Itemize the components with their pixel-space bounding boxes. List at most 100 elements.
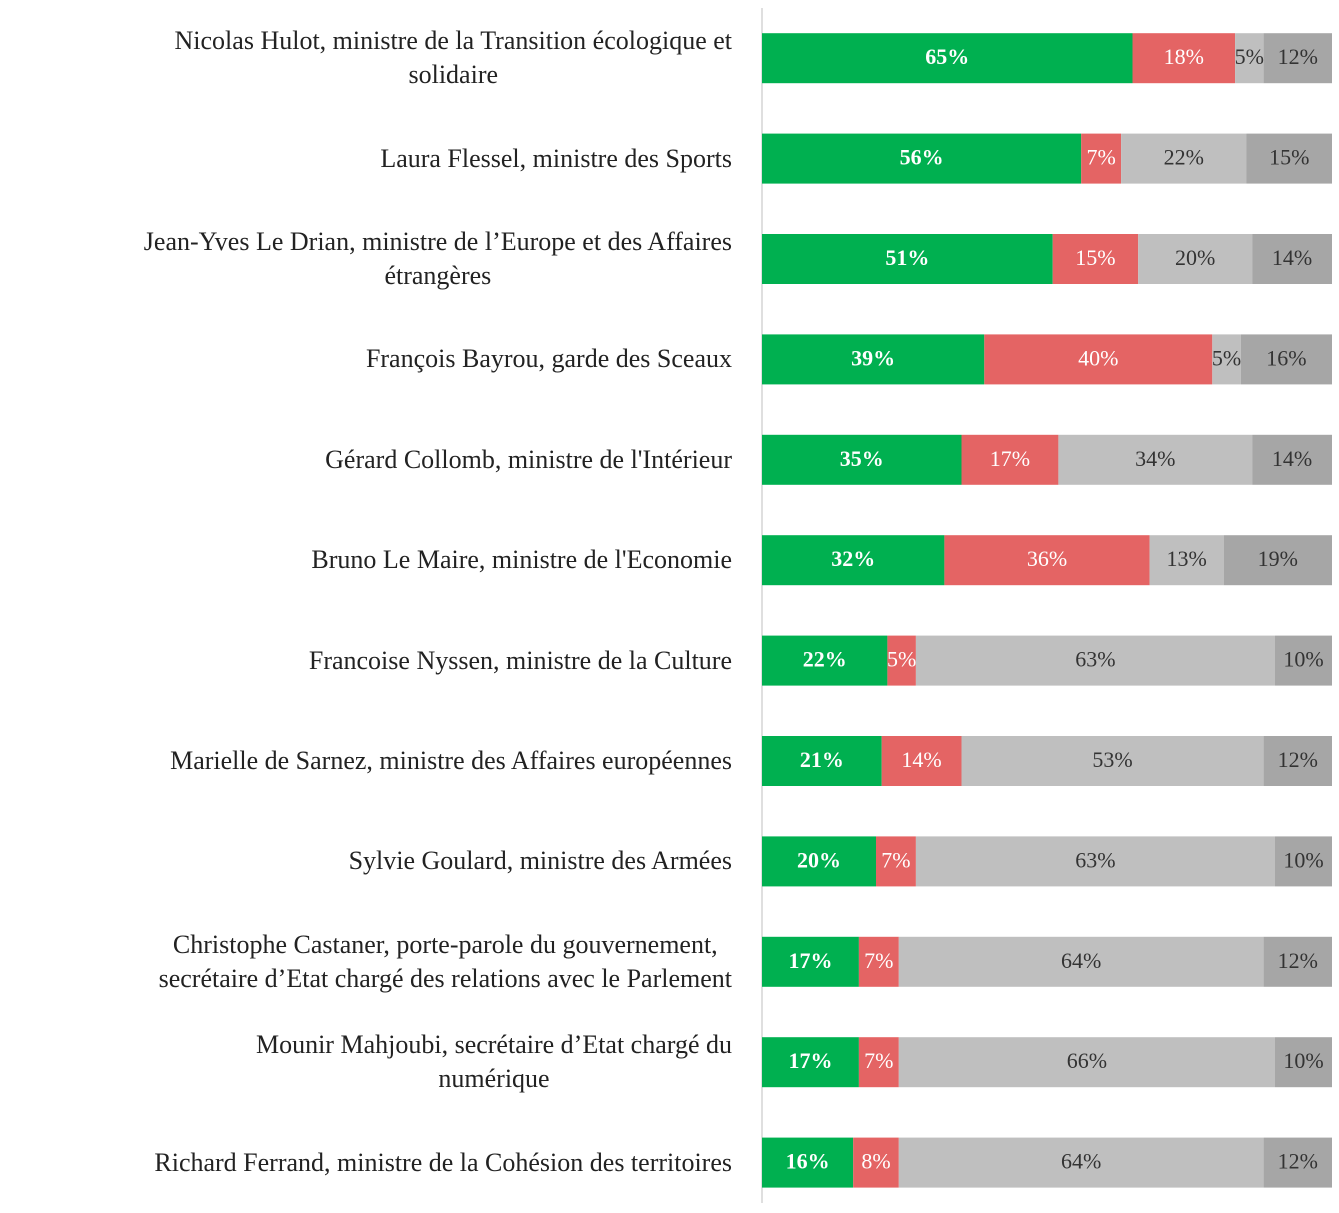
bar-segment <box>898 1137 1264 1188</box>
bar-segment <box>898 936 1264 987</box>
bar-segment <box>762 535 945 586</box>
value-label: 10% <box>1283 847 1323 872</box>
value-label: 7% <box>864 948 893 973</box>
value-label: 22% <box>1164 145 1204 170</box>
bar-segment <box>984 334 1213 385</box>
value-label: 10% <box>1283 1048 1323 1073</box>
bar-segment <box>898 1037 1275 1088</box>
category-text: Richard Ferrand, ministre de la Cohésion… <box>154 1147 732 1177</box>
bar-segment <box>1081 133 1122 184</box>
bar-segment <box>1235 33 1264 84</box>
value-label: 34% <box>1135 446 1175 471</box>
value-label: 16% <box>786 1149 830 1174</box>
bar-segment <box>762 133 1082 184</box>
value-label: 20% <box>797 847 841 872</box>
value-label: 17% <box>990 446 1030 471</box>
bar-segment <box>1263 1137 1332 1188</box>
bar-segment <box>762 234 1053 284</box>
category-text: François Bayrou, garde des Sceaux <box>365 344 732 374</box>
bar-segment <box>1223 535 1332 586</box>
category-text: Sylvie Goulard, ministre des Armées <box>348 846 732 876</box>
bar-segment <box>1132 33 1236 84</box>
category-label: Nicolas Hulot, ministre de la Transition… <box>175 8 732 108</box>
bar-segment <box>1149 535 1224 586</box>
bar-segment <box>876 836 916 887</box>
value-label: 32% <box>831 546 875 571</box>
bar-segment <box>1240 334 1332 385</box>
value-label: 22% <box>803 647 847 672</box>
value-label: 8% <box>861 1149 890 1174</box>
value-label: 19% <box>1258 546 1298 571</box>
category-label: Francoise Nyssen, ministre de la Culture <box>309 611 732 711</box>
bar-segment <box>1121 133 1247 184</box>
value-label: 5% <box>887 647 916 672</box>
value-label: 65% <box>925 44 969 69</box>
value-label: 63% <box>1075 847 1115 872</box>
bar-segment <box>762 936 859 987</box>
value-label: 56% <box>900 145 944 170</box>
value-label: 7% <box>881 847 910 872</box>
bar-segment <box>762 33 1133 84</box>
bar-segment <box>762 434 962 485</box>
bar-segment <box>1252 434 1332 485</box>
value-label: 66% <box>1067 1048 1107 1073</box>
value-label: 53% <box>1092 747 1132 772</box>
bar-segment <box>1263 736 1332 786</box>
bar-segment <box>961 434 1059 485</box>
value-label: 35% <box>840 446 884 471</box>
category-text: Nicolas Hulot, ministre de la Transition… <box>174 26 732 90</box>
bar-segment <box>762 1137 854 1188</box>
category-label: Laura Flessel, ministre des Sports <box>380 109 732 209</box>
category-text: Mounir Mahjoubi, secrétaire d’Etat charg… <box>255 1030 732 1094</box>
bar-segment <box>1252 234 1332 284</box>
bar-segment <box>944 535 1150 586</box>
value-label: 15% <box>1269 145 1309 170</box>
value-label: 39% <box>851 345 895 370</box>
bar-segment <box>858 1037 899 1088</box>
value-label: 64% <box>1061 948 1101 973</box>
bar-segment <box>1263 936 1332 987</box>
bar-segment <box>1246 133 1332 184</box>
category-label: Richard Ferrand, ministre de la Cohésion… <box>154 1113 732 1213</box>
value-label: 63% <box>1075 647 1115 672</box>
value-label: 12% <box>1278 44 1318 69</box>
category-label: Marielle de Sarnez, ministre des Affaire… <box>170 711 732 811</box>
category-label: Jean-Yves Le Drian, ministre de l’Europe… <box>144 209 732 309</box>
value-label: 14% <box>901 747 941 772</box>
bar-segment <box>1052 234 1139 284</box>
value-label: 51% <box>885 245 929 270</box>
value-label: 16% <box>1266 345 1306 370</box>
bar-segment <box>762 1037 859 1088</box>
value-label: 5% <box>1212 345 1241 370</box>
category-text: Jean-Yves Le Drian, ministre de l’Europe… <box>143 227 732 290</box>
category-text: Gérard Collomb, ministre de l'Intérieur <box>325 444 732 474</box>
value-label: 18% <box>1164 44 1204 69</box>
bar-segment <box>1275 836 1332 887</box>
value-label: 12% <box>1278 1149 1318 1174</box>
category-text: Marielle de Sarnez, ministre des Affaire… <box>170 746 732 775</box>
category-label: François Bayrou, garde des Sceaux <box>366 309 732 409</box>
value-label: 64% <box>1061 1149 1101 1174</box>
category-label: Mounir Mahjoubi, secrétaire d’Etat charg… <box>256 1012 732 1112</box>
bar-segment <box>858 936 899 987</box>
value-label: 40% <box>1078 345 1118 370</box>
category-text: Bruno Le Maire, ministre de l'Economie <box>311 545 732 575</box>
bar-segment <box>1138 234 1253 284</box>
bar-segment <box>915 635 1275 686</box>
category-text: Christophe Castaner, porte-parole du gou… <box>158 929 732 993</box>
bar-segment <box>762 836 876 887</box>
value-label: 13% <box>1166 546 1206 571</box>
category-label: Gérard Collomb, ministre de l'Intérieur <box>325 410 732 510</box>
bar-segment <box>961 736 1264 786</box>
value-label: 21% <box>800 747 844 772</box>
category-label: Bruno Le Maire, ministre de l'Economie <box>311 510 732 610</box>
bar-segment <box>1212 334 1241 385</box>
value-label: 20% <box>1175 245 1215 270</box>
value-label: 17% <box>788 948 832 973</box>
bar-segment <box>762 635 888 686</box>
value-label: 15% <box>1075 245 1115 270</box>
value-label: 14% <box>1272 446 1312 471</box>
category-label: Sylvie Goulard, ministre des Armées <box>349 811 732 911</box>
